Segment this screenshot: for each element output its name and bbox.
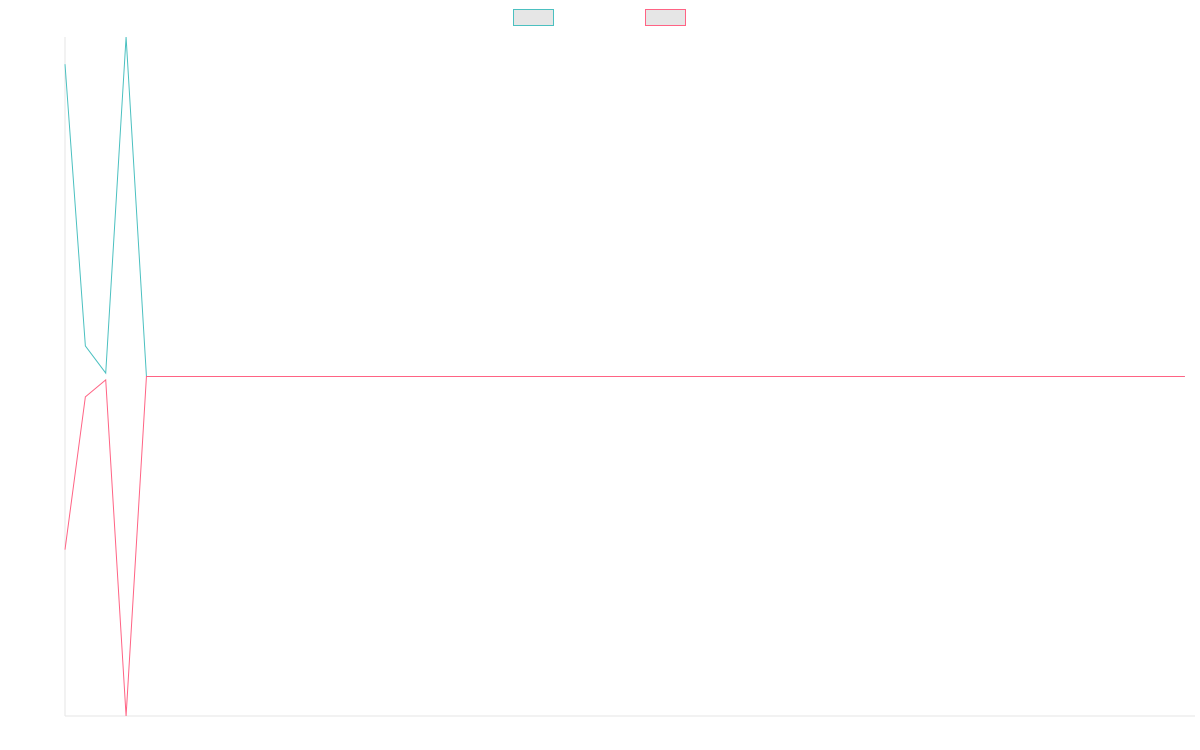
chart-series [64, 36, 1185, 717]
chart-axes [64, 37, 1195, 717]
legend-swatch-1[interactable] [513, 9, 554, 26]
series-line-2 [64, 376, 1185, 717]
legend [513, 9, 686, 26]
legend-swatch-2[interactable] [645, 9, 686, 26]
series-line-1 [64, 36, 1185, 377]
